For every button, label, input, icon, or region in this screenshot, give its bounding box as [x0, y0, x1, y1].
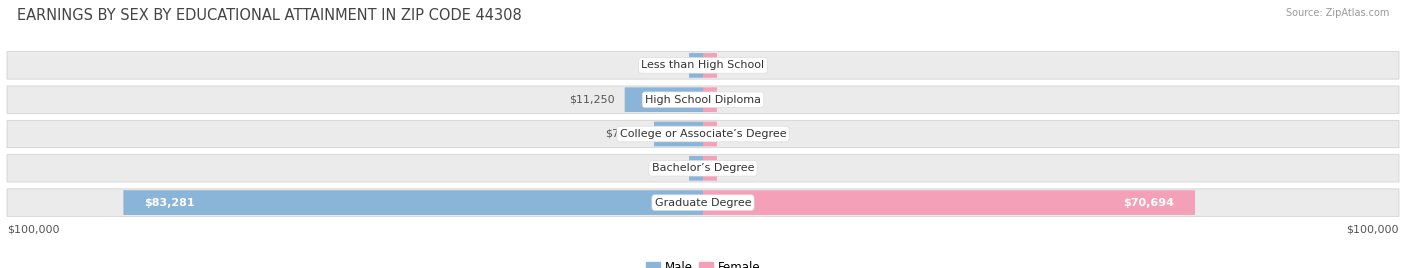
Text: College or Associate’s Degree: College or Associate’s Degree [620, 129, 786, 139]
Text: High School Diploma: High School Diploma [645, 95, 761, 105]
FancyBboxPatch shape [703, 122, 717, 146]
Text: $7,031: $7,031 [605, 129, 644, 139]
Legend: Male, Female: Male, Female [641, 256, 765, 268]
Text: $100,000: $100,000 [7, 225, 59, 235]
FancyBboxPatch shape [703, 87, 717, 112]
Text: $0: $0 [727, 95, 741, 105]
FancyBboxPatch shape [703, 156, 717, 181]
Text: $0: $0 [665, 60, 679, 70]
Text: $0: $0 [665, 163, 679, 173]
Text: $83,281: $83,281 [145, 198, 195, 208]
FancyBboxPatch shape [654, 122, 703, 146]
FancyBboxPatch shape [689, 156, 703, 181]
Text: $0: $0 [727, 163, 741, 173]
Text: Less than High School: Less than High School [641, 60, 765, 70]
Text: Graduate Degree: Graduate Degree [655, 198, 751, 208]
FancyBboxPatch shape [7, 189, 1399, 216]
FancyBboxPatch shape [7, 155, 1399, 182]
Text: $0: $0 [727, 60, 741, 70]
Text: Source: ZipAtlas.com: Source: ZipAtlas.com [1285, 8, 1389, 18]
Text: $100,000: $100,000 [1347, 225, 1399, 235]
FancyBboxPatch shape [7, 86, 1399, 113]
FancyBboxPatch shape [124, 190, 703, 215]
Text: Bachelor’s Degree: Bachelor’s Degree [652, 163, 754, 173]
Text: $70,694: $70,694 [1123, 198, 1174, 208]
FancyBboxPatch shape [7, 120, 1399, 148]
FancyBboxPatch shape [703, 190, 1195, 215]
FancyBboxPatch shape [689, 53, 703, 78]
Text: $0: $0 [727, 129, 741, 139]
FancyBboxPatch shape [7, 52, 1399, 79]
FancyBboxPatch shape [624, 87, 703, 112]
Text: EARNINGS BY SEX BY EDUCATIONAL ATTAINMENT IN ZIP CODE 44308: EARNINGS BY SEX BY EDUCATIONAL ATTAINMEN… [17, 8, 522, 23]
FancyBboxPatch shape [703, 53, 717, 78]
Text: $11,250: $11,250 [568, 95, 614, 105]
